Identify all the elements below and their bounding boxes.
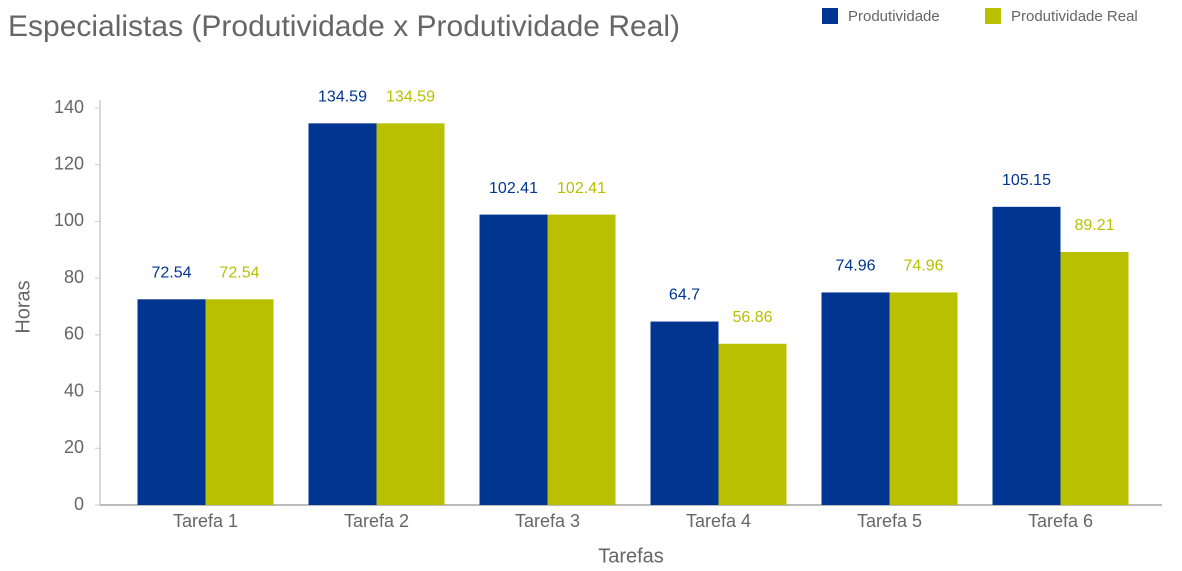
x-tick-label: Tarefa 1 <box>173 511 238 531</box>
bar <box>1060 252 1129 505</box>
y-tick-label: 40 <box>64 380 84 400</box>
bar <box>137 299 206 505</box>
legend-swatch <box>985 8 1001 24</box>
data-label: 74.96 <box>903 258 943 275</box>
bar <box>547 214 616 506</box>
bar <box>650 321 719 505</box>
x-tick-label: Tarefa 4 <box>686 511 751 531</box>
bar <box>821 292 890 505</box>
bar <box>718 343 787 505</box>
legend-label: Produtividade <box>848 8 940 25</box>
data-label: 64.7 <box>669 287 700 304</box>
y-axis-label: Horas <box>12 280 34 333</box>
y-tick-label: 60 <box>64 324 84 344</box>
data-label: 72.54 <box>219 265 259 282</box>
y-tick-label: 20 <box>64 437 84 457</box>
x-tick-label: Tarefa 2 <box>344 511 409 531</box>
data-label: 105.15 <box>1002 172 1051 189</box>
y-tick-label: 80 <box>64 267 84 287</box>
legend-swatch <box>822 8 838 24</box>
bar <box>308 123 377 505</box>
bar <box>889 292 958 505</box>
chart-title: Especialistas (Produtividade x Produtivi… <box>8 10 680 43</box>
data-label: 134.59 <box>386 89 435 106</box>
bar <box>376 123 445 505</box>
data-label: 89.21 <box>1074 217 1114 234</box>
y-tick-label: 100 <box>54 210 84 230</box>
y-tick-label: 0 <box>74 494 84 514</box>
data-label: 134.59 <box>318 89 367 106</box>
x-tick-label: Tarefa 6 <box>1028 511 1093 531</box>
data-label: 102.41 <box>557 180 606 197</box>
x-tick-label: Tarefa 5 <box>857 511 922 531</box>
legend-label: Produtividade Real <box>1011 8 1138 25</box>
bar <box>205 299 274 505</box>
bar <box>479 214 548 506</box>
y-tick-label: 120 <box>54 153 84 173</box>
x-axis-label: Tarefas <box>598 545 664 567</box>
data-label: 56.86 <box>732 309 772 326</box>
x-tick-label: Tarefa 3 <box>515 511 580 531</box>
data-label: 102.41 <box>489 180 538 197</box>
y-tick-label: 140 <box>54 97 84 117</box>
data-label: 72.54 <box>151 265 191 282</box>
data-label: 74.96 <box>835 258 875 275</box>
bar <box>992 206 1061 505</box>
